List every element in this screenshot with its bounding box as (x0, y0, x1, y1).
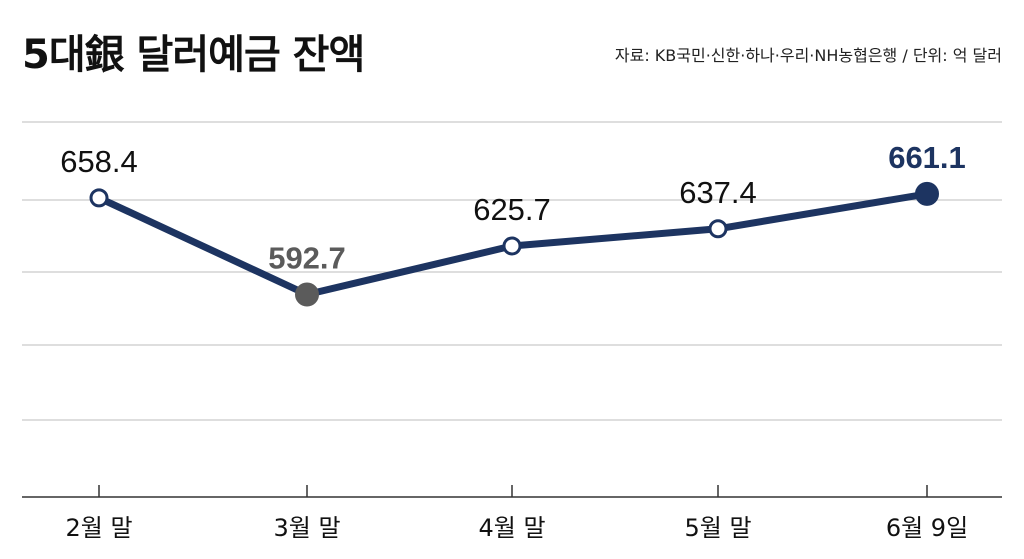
data-points (89, 181, 939, 307)
x-tick-label: 4월 말 (478, 514, 545, 542)
data-label: 658.4 (60, 144, 138, 179)
x-tick-label: 5월 말 (684, 514, 751, 542)
data-label: 592.7 (268, 241, 346, 276)
data-label: 625.7 (473, 192, 551, 227)
chart-title: 5대銀 달러예금 잔액 (22, 32, 365, 78)
source-note: 자료: KB국민·신한·하나·우리·NH농협은행 / 단위: 억 달러 (614, 46, 1002, 65)
x-tick-labels: 2월 말 3월 말 4월 말 5월 말 6월 9일 (65, 514, 968, 542)
data-point (708, 219, 728, 239)
x-tick-label: 3월 말 (273, 514, 340, 542)
data-point (915, 181, 939, 206)
data-label: 661.1 (888, 140, 966, 175)
data-point (295, 282, 319, 307)
data-label: 637.4 (679, 175, 757, 210)
x-axis-ticks (98, 485, 928, 497)
x-tick-label: 6월 9일 (886, 514, 968, 542)
gridlines (22, 121, 1002, 421)
x-tick-label: 2월 말 (65, 514, 132, 542)
data-point (502, 236, 522, 256)
data-labels: 658.4 592.7 625.7 637.4 661.1 (60, 140, 966, 276)
data-point (89, 188, 109, 208)
